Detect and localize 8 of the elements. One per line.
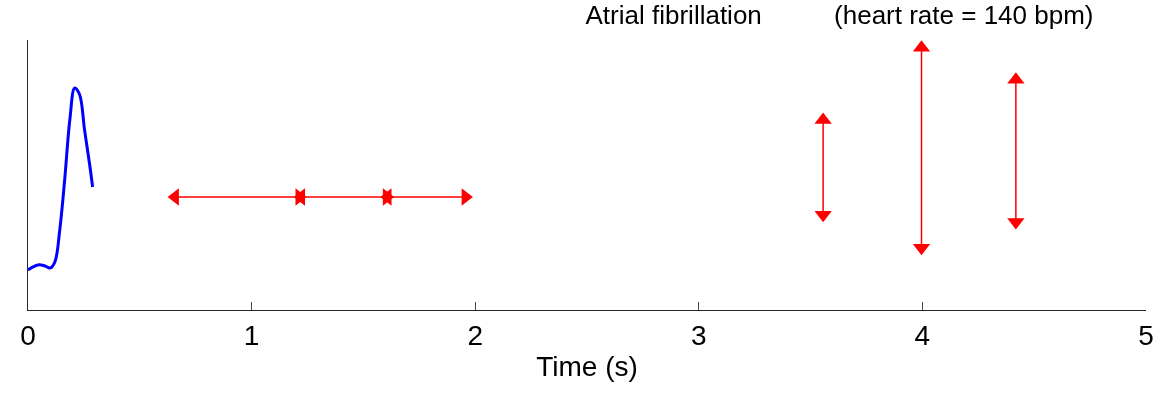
chart-title: Atrial fibrillation (heart rate = 140 bpm): [585, 0, 1094, 31]
x-tick-label: 4: [914, 319, 931, 351]
x-tick-label: 2: [467, 319, 483, 351]
x-tick-label: 5: [1138, 319, 1154, 351]
x-tick-label: 3: [691, 319, 707, 351]
x-axis-title: Time (s): [536, 350, 638, 382]
x-tick-label: 1: [243, 319, 260, 351]
x-tick-label: 0: [20, 319, 36, 351]
